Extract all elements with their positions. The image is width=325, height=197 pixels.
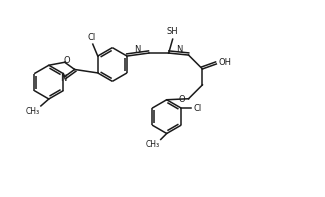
Text: SH: SH	[167, 27, 178, 36]
Text: Cl: Cl	[88, 33, 96, 42]
Text: O: O	[179, 95, 186, 104]
Text: N: N	[60, 74, 67, 83]
Text: N: N	[134, 45, 140, 54]
Text: CH₃: CH₃	[146, 140, 160, 150]
Text: O: O	[64, 56, 71, 65]
Text: OH: OH	[218, 58, 231, 67]
Text: CH₃: CH₃	[26, 107, 40, 116]
Text: Cl: Cl	[193, 104, 202, 113]
Text: N: N	[176, 45, 182, 54]
